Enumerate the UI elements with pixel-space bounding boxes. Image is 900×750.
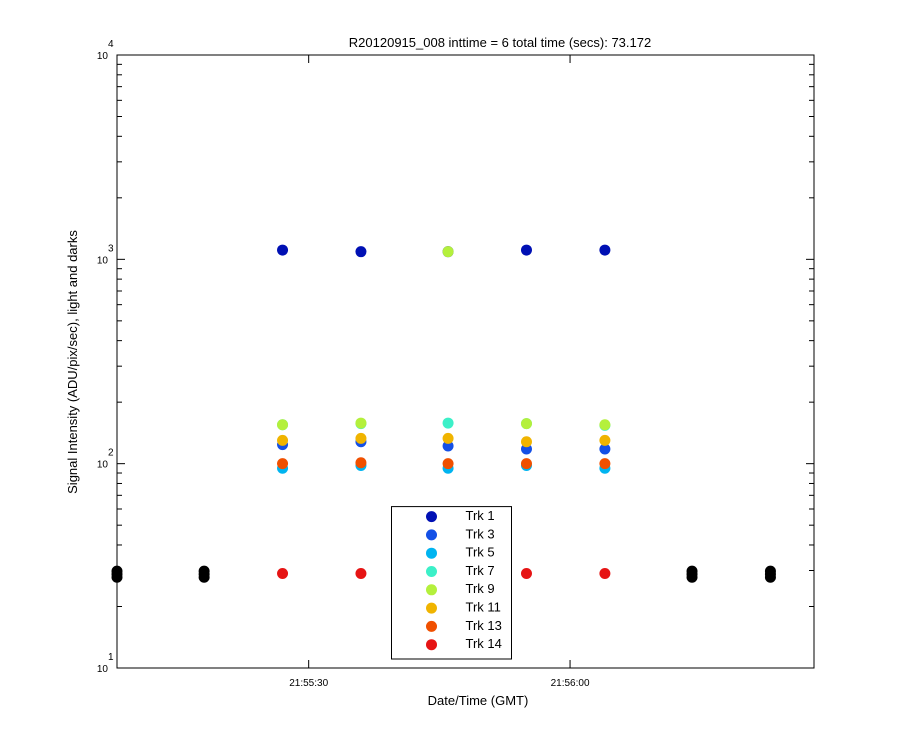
data-point [520, 418, 532, 430]
data-point [599, 244, 611, 256]
x-tick-label: 21:55:30 [289, 678, 328, 689]
legend: Trk 1 Trk 3 Trk 5 Trk 7 Trk 9 Trk 11 Trk 13 Trk… [391, 506, 512, 660]
data-point [520, 436, 532, 448]
legend-marker [426, 639, 437, 651]
x-axis-label: Date/Time (GMT) [428, 693, 529, 708]
legend-marker [426, 602, 437, 614]
y-tick-exponent: 4 [108, 39, 114, 50]
legend-label: Trk 9 [466, 581, 495, 596]
legend-marker [426, 511, 437, 523]
y-tick-exponent: 2 [108, 448, 114, 459]
y-axis-label: Signal Intensity (ADU/pix/sec), light an… [65, 230, 80, 494]
data-point [355, 246, 367, 258]
data-point [277, 434, 289, 446]
y-tick-label: 10 [97, 664, 109, 675]
legend-marker [426, 566, 437, 577]
data-point [442, 440, 454, 452]
data-point [277, 244, 289, 256]
legend-marker [426, 547, 437, 559]
legend-marker [426, 529, 437, 541]
data-point [442, 458, 454, 470]
y-tick-exponent: 3 [108, 243, 114, 254]
data-point [355, 417, 367, 429]
data-point [599, 458, 611, 470]
legend-marker [426, 620, 437, 632]
data-point [520, 568, 532, 580]
legend-label: Trk 7 [466, 563, 495, 578]
data-point [599, 568, 611, 580]
y-tick-label: 10 [97, 51, 109, 62]
data-point [198, 565, 210, 577]
data-point [520, 244, 532, 256]
data-point [599, 434, 611, 446]
data-point [764, 565, 776, 577]
legend-label: Trk 3 [466, 526, 495, 541]
legend-label: Trk 5 [466, 545, 495, 560]
chart-title: R20120915_008 inttime = 6 total time (se… [349, 35, 651, 50]
data-point [686, 565, 698, 577]
data-point [442, 417, 454, 429]
y-tick-label: 10 [97, 255, 109, 266]
legend-label: Trk 11 [466, 600, 501, 615]
data-point [277, 419, 289, 431]
data-point [111, 565, 123, 577]
data-point [520, 458, 532, 470]
y-tick-exponent: 1 [108, 652, 114, 663]
data-point [355, 457, 367, 469]
data-point [355, 432, 367, 444]
legend-label: Trk 13 [466, 618, 502, 633]
y-tick-label: 10 [97, 460, 109, 471]
legend-marker [426, 584, 437, 596]
data-point [599, 443, 611, 455]
data-point [442, 246, 454, 258]
data-point [442, 432, 454, 444]
legend-box [391, 506, 512, 660]
legend-label: Trk 14 [466, 636, 502, 651]
data-point [599, 419, 611, 431]
x-tick-label: 21:56:00 [551, 678, 590, 689]
legend-label: Trk 1 [466, 508, 495, 523]
data-point [277, 458, 289, 470]
data-point [355, 568, 367, 580]
data-point [277, 568, 289, 580]
